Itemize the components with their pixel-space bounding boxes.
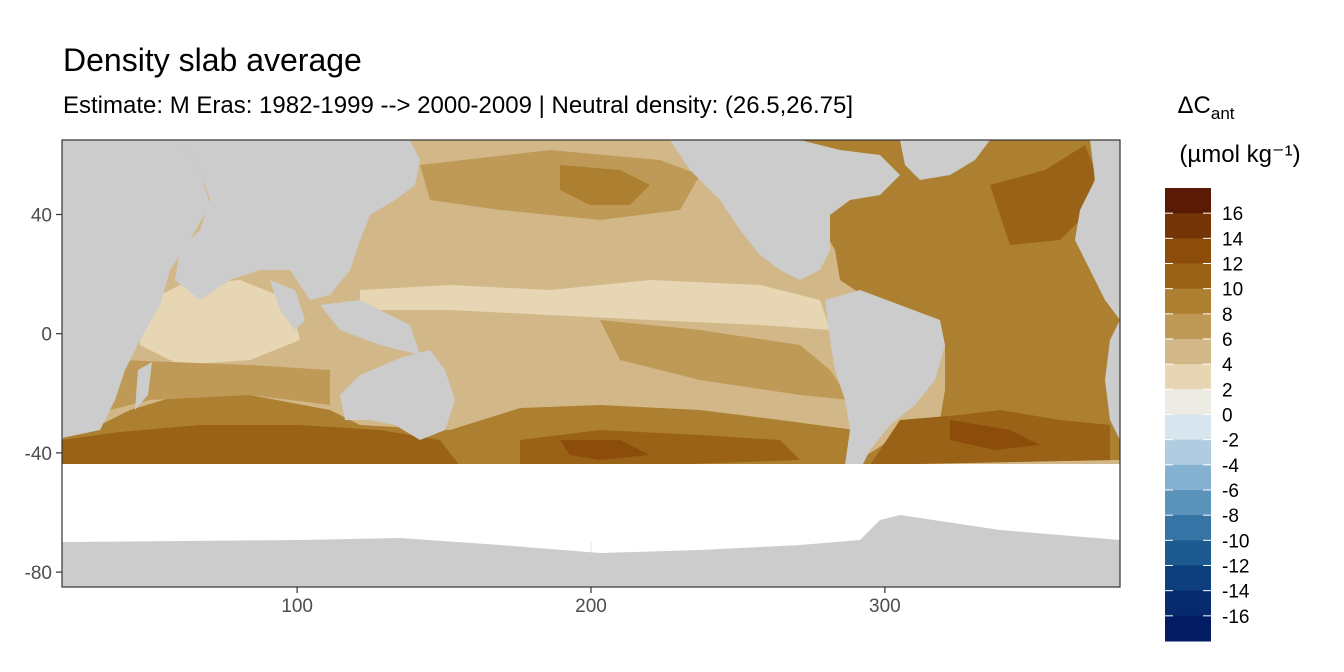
legend-swatch — [1165, 263, 1211, 290]
legend-swatch — [1165, 565, 1211, 592]
legend-swatch — [1165, 313, 1211, 340]
legend-units: (µmol kg⁻¹) — [1179, 141, 1300, 168]
y-tick-label: -40 — [25, 444, 52, 465]
land-europe-africa-east — [1075, 140, 1120, 320]
legend-label: 16 — [1222, 204, 1243, 225]
land-south-america — [825, 290, 945, 490]
x-tick-label: 200 — [575, 596, 607, 617]
legend-label: 2 — [1222, 380, 1233, 401]
land-australia — [340, 350, 455, 440]
indian-north — [140, 280, 300, 365]
land-north-america — [670, 140, 900, 280]
map-layer — [62, 140, 1120, 587]
y-tick-label: 0 — [41, 325, 52, 346]
legend-label: 6 — [1222, 330, 1233, 351]
land-eurasia — [175, 140, 420, 300]
chart-subtitle: Estimate: M Eras: 1982-1999 --> 2000-200… — [63, 92, 854, 119]
legend-swatch — [1165, 389, 1211, 415]
south-pacific-core — [560, 440, 650, 460]
legend-label: -4 — [1222, 456, 1239, 477]
land-africa — [62, 140, 210, 438]
legend-label: -14 — [1222, 582, 1250, 603]
land-greenland — [900, 140, 990, 180]
legend-swatch — [1165, 414, 1211, 441]
indian-subtropical — [110, 360, 330, 410]
y-tick-label: -80 — [25, 563, 52, 584]
legend-swatch — [1165, 364, 1211, 390]
legend: ΔCant (µmol kg⁻¹) 16 14 12 10 8 6 4 2 0 -2 -4 -6 -8 -10… — [1165, 92, 1301, 642]
y-tick-label: 40 — [31, 206, 52, 227]
legend-swatch — [1165, 188, 1211, 214]
legend-swatch — [1165, 288, 1211, 315]
legend-label: -8 — [1222, 506, 1239, 527]
legend-label: 4 — [1222, 355, 1233, 376]
legend-swatch — [1165, 615, 1211, 642]
legend-label: -2 — [1222, 431, 1239, 452]
x-tick-label: 100 — [281, 596, 313, 617]
x-tick-label: 300 — [869, 596, 901, 617]
land-indonesia — [320, 300, 420, 355]
legend-label: 12 — [1222, 255, 1243, 276]
land-africa-west — [1105, 320, 1120, 440]
legend-swatch — [1165, 515, 1211, 541]
land-antarctica — [62, 515, 1120, 587]
legend-title: ΔCant — [1177, 92, 1234, 123]
legend-swatch — [1165, 590, 1211, 617]
argentine-basin-core — [950, 420, 1040, 450]
land-southeast-asia — [270, 280, 305, 330]
legend-swatch — [1165, 238, 1211, 264]
legend-label: -6 — [1222, 481, 1239, 502]
legend-label: 0 — [1222, 406, 1233, 427]
legend-swatch — [1165, 339, 1211, 365]
legend-swatch — [1165, 490, 1211, 516]
chart-title: Density slab average — [63, 42, 362, 78]
south-indian-dark — [62, 425, 460, 466]
atlantic-subpolar — [990, 145, 1095, 245]
south-pacific-subtropical — [600, 320, 850, 400]
equatorial-pacific — [360, 280, 830, 330]
legend-swatch — [1165, 439, 1211, 466]
legend-label: 14 — [1222, 229, 1244, 250]
legend-swatch — [1165, 540, 1211, 566]
legend-swatch — [1165, 213, 1211, 239]
legend-label: -12 — [1222, 557, 1249, 578]
legend-label: 8 — [1222, 305, 1233, 326]
legend-label: -16 — [1222, 607, 1249, 628]
legend-label: 10 — [1222, 280, 1243, 301]
land-madagascar — [135, 362, 152, 410]
legend-label: -10 — [1222, 531, 1249, 552]
north-pacific-core — [560, 165, 650, 205]
legend-swatch — [1165, 464, 1211, 491]
